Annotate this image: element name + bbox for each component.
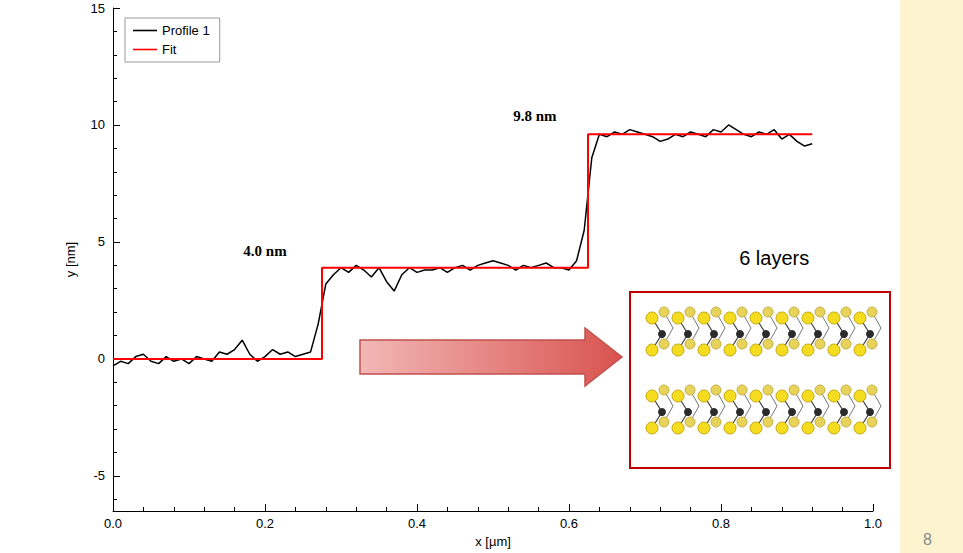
svg-text:-5: -5 [93, 468, 105, 483]
svg-text:0.2: 0.2 [256, 516, 274, 531]
svg-text:0.0: 0.0 [104, 516, 122, 531]
svg-text:1.0: 1.0 [864, 516, 882, 531]
svg-text:y [nm]: y [nm] [63, 242, 78, 277]
svg-text:0.4: 0.4 [408, 516, 426, 531]
svg-text:0.8: 0.8 [712, 516, 730, 531]
svg-text:4.0 nm: 4.0 nm [243, 243, 287, 259]
svg-text:x [µm]: x [µm] [475, 534, 511, 549]
svg-text:10: 10 [91, 117, 105, 132]
svg-text:9.8 nm: 9.8 nm [513, 108, 557, 124]
svg-text:0.6: 0.6 [560, 516, 578, 531]
svg-text:Profile 1: Profile 1 [162, 23, 210, 38]
svg-text:5: 5 [98, 234, 105, 249]
svg-text:0: 0 [98, 351, 105, 366]
svg-text:Fit: Fit [162, 42, 177, 57]
html-text:8: 8 [923, 531, 932, 548]
svg-text:15: 15 [91, 1, 105, 16]
svg-text:6 layers: 6 layers [739, 247, 809, 269]
